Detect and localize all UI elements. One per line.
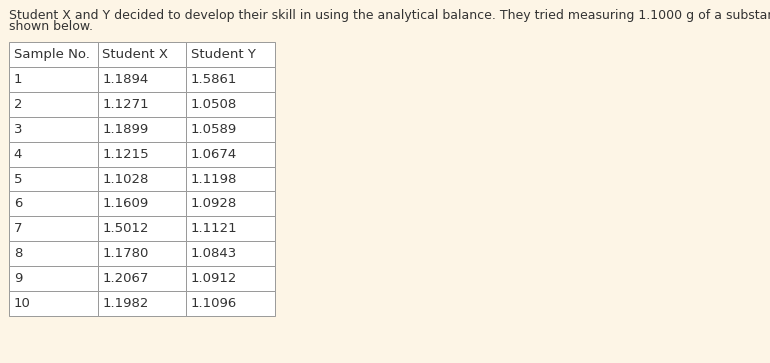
Text: 1.1028: 1.1028	[102, 172, 149, 185]
Bar	[98, 117, 186, 142]
Text: 7: 7	[14, 222, 22, 235]
Text: 1.0674: 1.0674	[191, 148, 237, 161]
Bar	[98, 266, 186, 291]
Bar	[186, 266, 275, 291]
Bar	[186, 291, 275, 316]
Text: 2: 2	[14, 98, 22, 111]
Text: 1.1780: 1.1780	[102, 247, 149, 260]
Bar	[9, 192, 98, 216]
Bar	[9, 117, 98, 142]
Text: 9: 9	[14, 272, 22, 285]
Text: 1.1271: 1.1271	[102, 98, 149, 111]
Text: Student X and Y decided to develop their skill in using the analytical balance. : Student X and Y decided to develop their…	[9, 9, 770, 22]
Bar	[186, 117, 275, 142]
Bar	[186, 67, 275, 92]
Text: 6: 6	[14, 197, 22, 211]
Bar	[186, 167, 275, 192]
Text: 1.1982: 1.1982	[102, 297, 149, 310]
Text: 1.0589: 1.0589	[191, 123, 237, 136]
Text: 1.1894: 1.1894	[102, 73, 149, 86]
Bar	[9, 216, 98, 241]
Bar	[98, 42, 186, 67]
Bar	[186, 42, 275, 67]
Text: 1.2067: 1.2067	[102, 272, 149, 285]
Text: 1.0508: 1.0508	[191, 98, 237, 111]
Bar	[9, 67, 98, 92]
Text: 1.1121: 1.1121	[191, 222, 238, 235]
Text: 1.0912: 1.0912	[191, 272, 237, 285]
Bar	[98, 142, 186, 167]
Text: 1.1215: 1.1215	[102, 148, 149, 161]
Text: shown below.: shown below.	[9, 20, 93, 33]
Bar	[98, 241, 186, 266]
Text: 1.5861: 1.5861	[191, 73, 237, 86]
Bar	[186, 142, 275, 167]
Bar	[186, 92, 275, 117]
Text: 1.1609: 1.1609	[102, 197, 149, 211]
Text: 8: 8	[14, 247, 22, 260]
Bar	[98, 291, 186, 316]
Text: Student X: Student X	[102, 48, 169, 61]
Text: 1.0928: 1.0928	[191, 197, 237, 211]
Text: 4: 4	[14, 148, 22, 161]
Bar	[98, 92, 186, 117]
Bar	[186, 192, 275, 216]
Bar	[98, 67, 186, 92]
Text: 1.1096: 1.1096	[191, 297, 237, 310]
Text: 1: 1	[14, 73, 22, 86]
Bar	[9, 266, 98, 291]
Bar	[98, 192, 186, 216]
Bar	[9, 241, 98, 266]
Bar	[186, 241, 275, 266]
Bar	[9, 167, 98, 192]
Text: 5: 5	[14, 172, 22, 185]
Text: 3: 3	[14, 123, 22, 136]
Text: 1.5012: 1.5012	[102, 222, 149, 235]
Text: 1.0843: 1.0843	[191, 247, 237, 260]
Bar	[98, 167, 186, 192]
Bar	[9, 92, 98, 117]
Bar	[186, 216, 275, 241]
Text: Sample No.: Sample No.	[14, 48, 90, 61]
Text: 1.1198: 1.1198	[191, 172, 237, 185]
Text: 1.1899: 1.1899	[102, 123, 149, 136]
Bar	[9, 42, 98, 67]
Bar	[98, 216, 186, 241]
Bar	[9, 291, 98, 316]
Bar	[9, 142, 98, 167]
Text: 10: 10	[14, 297, 31, 310]
Text: Student Y: Student Y	[191, 48, 256, 61]
